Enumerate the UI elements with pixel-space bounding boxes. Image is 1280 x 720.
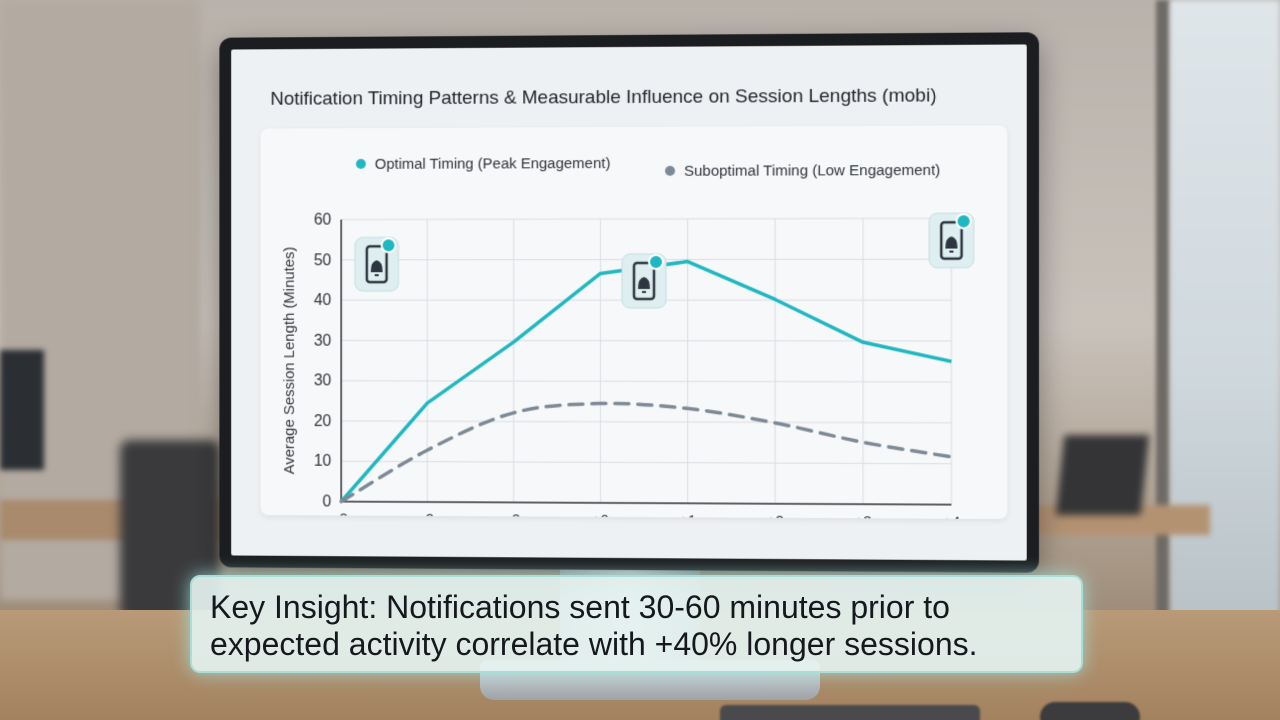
horizontal-gridline bbox=[341, 421, 951, 423]
background-chair-right bbox=[1056, 435, 1149, 515]
y-tick-label: 0 bbox=[323, 493, 332, 510]
horizontal-gridline bbox=[341, 381, 951, 382]
horizontal-gridline bbox=[341, 461, 951, 463]
phone-notification-icon bbox=[355, 237, 398, 291]
y-tick-label: 30 bbox=[314, 373, 332, 390]
x-tick-label: +4 bbox=[943, 515, 960, 519]
phone-notification-icon bbox=[622, 254, 666, 308]
line-chart: 010203030405060-2-2-2+0+1+2+3+4Notificat… bbox=[261, 125, 1008, 519]
monitor: Notification Timing Patterns & Measurabl… bbox=[219, 32, 1039, 573]
x-tick-label: -2 bbox=[421, 512, 434, 519]
y-tick-label: 50 bbox=[314, 252, 332, 269]
mouse bbox=[1040, 702, 1140, 720]
y-tick-label: 20 bbox=[314, 413, 332, 430]
background-monitor bbox=[0, 350, 44, 470]
key-insight-box: Key Insight: Notifications sent 30-60 mi… bbox=[190, 575, 1083, 673]
keyboard bbox=[720, 705, 980, 720]
y-tick-label: 60 bbox=[314, 212, 332, 229]
x-tick-label: -2 bbox=[507, 512, 520, 519]
series-line-suboptimal bbox=[341, 403, 951, 505]
chart-card: 010203030405060-2-2-2+0+1+2+3+4Notificat… bbox=[261, 125, 1008, 519]
chart-title: Notification Timing Patterns & Measurabl… bbox=[270, 85, 1026, 111]
legend-label: Optimal Timing (Peak Engagement) bbox=[375, 156, 611, 173]
horizontal-gridline bbox=[341, 218, 951, 219]
x-tick-label: -2 bbox=[335, 511, 348, 519]
y-tick-label: 30 bbox=[314, 332, 332, 349]
legend-marker bbox=[665, 166, 675, 176]
y-tick-label: 10 bbox=[314, 453, 332, 470]
key-insight-line-2: expected activity correlate with +40% lo… bbox=[210, 626, 1063, 663]
legend-label: Suboptimal Timing (Low Engagement) bbox=[684, 163, 940, 180]
legend-marker bbox=[356, 159, 366, 169]
x-tick-label: +1 bbox=[679, 513, 696, 519]
x-tick-label: +3 bbox=[854, 514, 871, 519]
y-tick-label: 40 bbox=[314, 292, 332, 309]
x-tick-label: +2 bbox=[767, 514, 784, 519]
y-axis-label: Average Session Length (Minutes) bbox=[282, 247, 298, 475]
phone-notification-icon bbox=[929, 213, 974, 268]
x-axis-line bbox=[341, 502, 951, 505]
x-tick-label: +0 bbox=[592, 513, 609, 519]
monitor-screen: Notification Timing Patterns & Measurabl… bbox=[231, 44, 1027, 560]
key-insight-line-1: Key Insight: Notifications sent 30-60 mi… bbox=[210, 589, 1063, 626]
